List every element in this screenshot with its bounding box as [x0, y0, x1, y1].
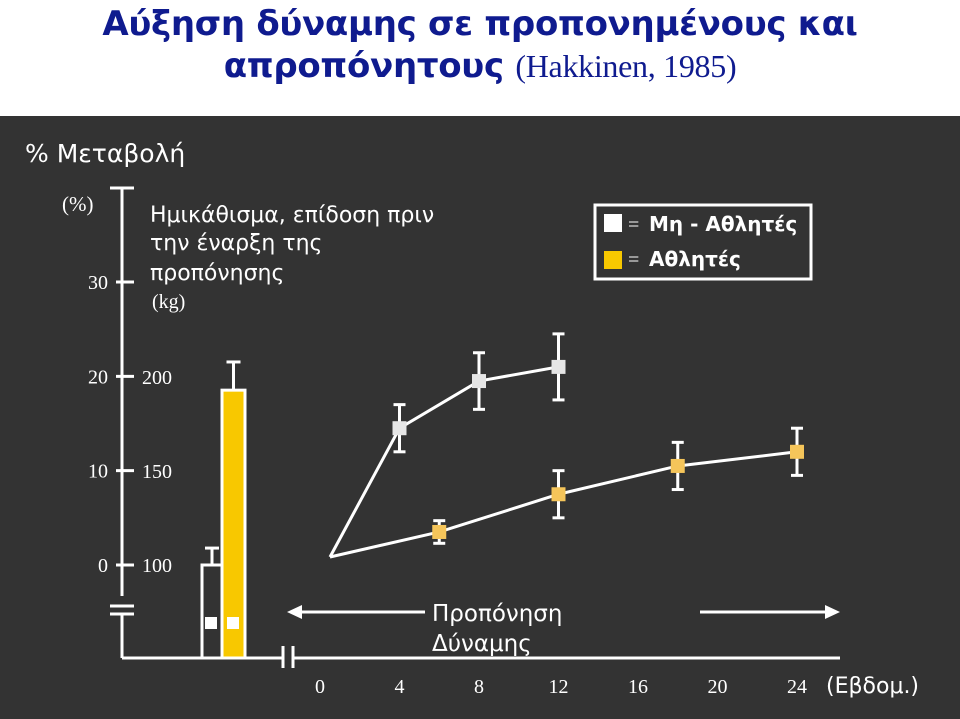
weeks-unit-label: (Εβδομ.)	[826, 674, 919, 699]
series-line	[328, 365, 559, 558]
week-tick-label: 24	[787, 676, 807, 698]
data-point	[551, 359, 566, 374]
squat-unit-label: (kg)	[152, 291, 185, 313]
week-tick-label: 8	[474, 676, 484, 698]
pct-tick-label: 30	[88, 272, 108, 294]
data-point	[790, 444, 804, 459]
data-point	[392, 421, 407, 436]
kg-tick-label: 150	[142, 461, 172, 483]
week-tick-label: 4	[395, 676, 405, 698]
training-arrow-right-head	[825, 605, 840, 619]
pct-unit-label: (%)	[62, 192, 93, 216]
chart-title-line1: Αύξηση δύναμης σε προπονημένους και	[102, 4, 858, 44]
legend-athletes-label: Αθλητές	[649, 247, 741, 271]
squat-label-2: την έναρξη της	[150, 231, 322, 256]
bar-non-athletes	[200, 563, 224, 660]
pct-tick-label: 20	[88, 366, 108, 388]
training-label-1: Προπόνηση	[432, 601, 562, 627]
chart-title-line2: απροπόνητους (Hakkinen, 1985)	[0, 46, 960, 86]
legend-swatch-non-athletes	[604, 214, 622, 232]
bar-marker	[205, 617, 217, 629]
training-arrow-left-head	[287, 605, 302, 619]
pct-tick-label: 0	[98, 555, 108, 577]
pct-tick-label: 10	[88, 461, 108, 483]
week-tick-label: 16	[628, 676, 648, 698]
legend-eq-2: =	[628, 249, 639, 271]
week-tick-label: 20	[708, 676, 728, 698]
week-tick-label: 0	[315, 676, 325, 698]
squat-label-3: προπόνησης	[150, 261, 284, 286]
kg-tick-label: 200	[142, 367, 172, 389]
data-point	[472, 374, 486, 389]
data-point	[551, 487, 566, 502]
legend-box	[593, 203, 813, 281]
pct-change-label: % Μεταβολή	[25, 139, 185, 168]
legend-eq-1: =	[628, 214, 639, 236]
legend-non-athletes-label: Μη - Αθλητές	[649, 212, 797, 236]
title-citation: (Hakkinen, 1985)	[515, 48, 737, 84]
chart-panel	[0, 116, 960, 719]
data-point	[432, 524, 447, 539]
week-tick-label: 12	[549, 676, 569, 698]
title-main: απροπόνητους	[223, 46, 516, 86]
training-label-2: Δύναμης	[432, 631, 532, 657]
legend-swatch-athletes	[604, 251, 622, 269]
squat-label-1: Ημικάθισμα, επίδοση πριν	[150, 203, 434, 228]
data-point	[670, 458, 685, 473]
bar-marker	[227, 617, 239, 629]
kg-tick-label: 100	[142, 555, 172, 577]
series-line	[329, 450, 798, 559]
